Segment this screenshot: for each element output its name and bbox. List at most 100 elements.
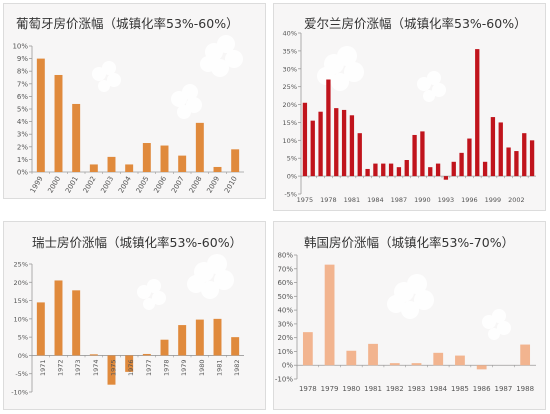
bar-2000	[54, 74, 63, 172]
bar-1983	[411, 363, 422, 366]
bar-2006	[160, 145, 169, 172]
bar-1999	[490, 117, 496, 177]
x-tick-label: 1980	[342, 385, 360, 393]
x-tick-label: 2001	[64, 175, 80, 194]
bar-1984	[433, 352, 444, 366]
chart-title: 爱尔兰房价涨幅（城镇化率53%-60%）	[304, 16, 527, 31]
bar-1995	[459, 152, 464, 177]
x-tick-label: 1988	[516, 385, 534, 393]
x-tick-label: 2002	[82, 175, 98, 194]
decor-flowers	[92, 35, 243, 119]
bar-1998	[482, 161, 488, 177]
bar-1982	[357, 133, 362, 177]
bar-2003	[522, 133, 527, 177]
y-tick-label: 5%	[287, 155, 297, 163]
y-tick-label: 10%	[277, 348, 293, 356]
x-tick-label: 2002	[508, 196, 525, 204]
x-tick-label: 1978	[163, 359, 171, 376]
x-tick-label: 2004	[117, 175, 133, 195]
x-tick-label: 1990	[414, 196, 431, 204]
y-tick-label: 3%	[17, 131, 28, 139]
x-tick-label: 2008	[188, 175, 204, 194]
decor-flowers	[137, 254, 234, 310]
bar-1985	[381, 163, 386, 177]
bar-1987	[396, 167, 402, 177]
bar-1976	[310, 120, 315, 177]
y-tick-label: 0%	[287, 173, 297, 181]
y-tick-label: 20%	[277, 334, 293, 342]
y-tick-label: 4%	[17, 118, 28, 126]
chart-svg-ireland: -5% 0% 5% 10% 15% 20% 25% 30% 35% 40% 1975 1978 1981…	[283, 30, 536, 204]
decor-flowers	[317, 46, 446, 102]
x-tick-label: 1974	[92, 359, 100, 376]
x-tick-label: 1978	[320, 196, 337, 204]
bar-1980	[346, 350, 357, 366]
bar-1994	[451, 161, 456, 177]
chart-panel-korea: 韩国房价涨幅（城镇化率53%-70%） -10% 0% 10% 20% 30% 40% 50…	[273, 221, 546, 410]
y-tick-label: 30%	[283, 65, 297, 73]
bar-2007	[178, 155, 187, 172]
bar-2003	[107, 156, 116, 172]
bar-1988	[404, 160, 409, 177]
y-tick-label: -5%	[284, 191, 297, 199]
y-tick-label: 70%	[277, 265, 293, 273]
y-tick-label: 35%	[283, 47, 297, 55]
chart-title: 葡萄牙房价涨幅（城镇化率53%-60%）	[16, 16, 239, 31]
x-tick-label: 1984	[367, 196, 384, 204]
bar-2002	[514, 151, 519, 177]
bar-2009	[213, 166, 222, 172]
bar-1982	[231, 337, 240, 356]
x-tick-label: 1982	[386, 385, 404, 393]
bar-1988	[520, 344, 531, 366]
bar-2002	[89, 164, 98, 172]
chart-title: 瑞士房价涨幅（城镇化率53%-60%）	[32, 235, 243, 250]
bar-1980	[341, 109, 347, 177]
bar-1993	[443, 176, 449, 180]
bar-2000	[498, 122, 503, 177]
bar-1997	[475, 49, 480, 177]
x-tick-label: 1999	[485, 196, 502, 204]
x-tick-label: 1996	[461, 196, 478, 204]
x-tick-label: 2009	[205, 175, 221, 194]
x-tick-label: 1981	[364, 385, 382, 393]
bar-1976	[125, 355, 134, 372]
x-tick-label: 1984	[429, 385, 447, 393]
x-tick-label: 1999	[29, 175, 45, 194]
x-tick-label: 1976	[127, 359, 135, 376]
chart-panel-portugal: 葡萄牙房价涨幅（城镇化率53%-60%） 0% 1% 2% 3% 4% 5% 6% 7% 8% 9…	[3, 3, 266, 199]
bar-1981	[349, 115, 355, 177]
y-tick-label: 10%	[283, 137, 297, 145]
bar-1977	[142, 353, 151, 356]
bar-1979	[178, 325, 187, 356]
bar-1971	[36, 302, 45, 356]
bar-1982	[389, 363, 400, 366]
x-tick-label: 1971	[39, 359, 47, 376]
bar-1981	[368, 343, 378, 366]
bar-1980	[195, 319, 204, 356]
y-tick-label: 10%	[12, 43, 28, 51]
y-tick-label: 15%	[283, 119, 297, 127]
x-tick-label: 2006	[152, 175, 168, 195]
x-tick-label: 1975	[110, 359, 118, 376]
bar-1973	[72, 290, 81, 356]
bar-1990	[420, 131, 425, 177]
x-tick-label: 1977	[145, 359, 153, 376]
bar-1983	[365, 168, 370, 177]
bar-2001	[72, 103, 81, 172]
chart-panel-ireland: 爱尔兰房价涨幅（城镇化率53%-60%） -5% 0% 5% 10% 15% 20% 25%…	[273, 3, 546, 211]
bar-2008	[195, 122, 204, 172]
x-tick-label: 1979	[180, 359, 188, 376]
bar-1996	[467, 138, 472, 177]
bar-1979	[334, 108, 339, 177]
y-tick-label: 25%	[283, 83, 297, 91]
chart-svg-switzerland: -10% -5% 0% 5% 10% 15% 20% 25% 1971 1972 1973 1974 1…	[11, 261, 244, 397]
y-tick-label: -5%	[15, 370, 28, 378]
bar-1978	[326, 79, 331, 177]
bar-1981	[213, 318, 222, 356]
y-tick-label: 0%	[282, 362, 293, 370]
y-tick-label: 40%	[277, 307, 293, 315]
bar-1989	[412, 134, 417, 177]
x-tick-label: 1978	[299, 385, 317, 393]
y-tick-label: 0%	[18, 352, 28, 360]
x-tick-label: 1985	[451, 385, 469, 393]
